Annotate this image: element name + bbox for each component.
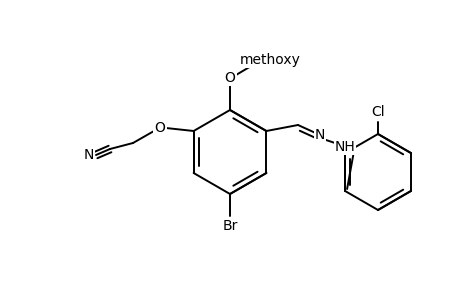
Text: methoxy: methoxy: [239, 53, 300, 67]
Text: N: N: [84, 148, 94, 162]
Text: N: N: [314, 128, 325, 142]
Text: Br: Br: [222, 219, 237, 233]
Text: Cl: Cl: [370, 105, 384, 119]
Text: NH: NH: [334, 140, 355, 154]
Text: O: O: [154, 121, 165, 135]
Text: O: O: [224, 71, 235, 85]
